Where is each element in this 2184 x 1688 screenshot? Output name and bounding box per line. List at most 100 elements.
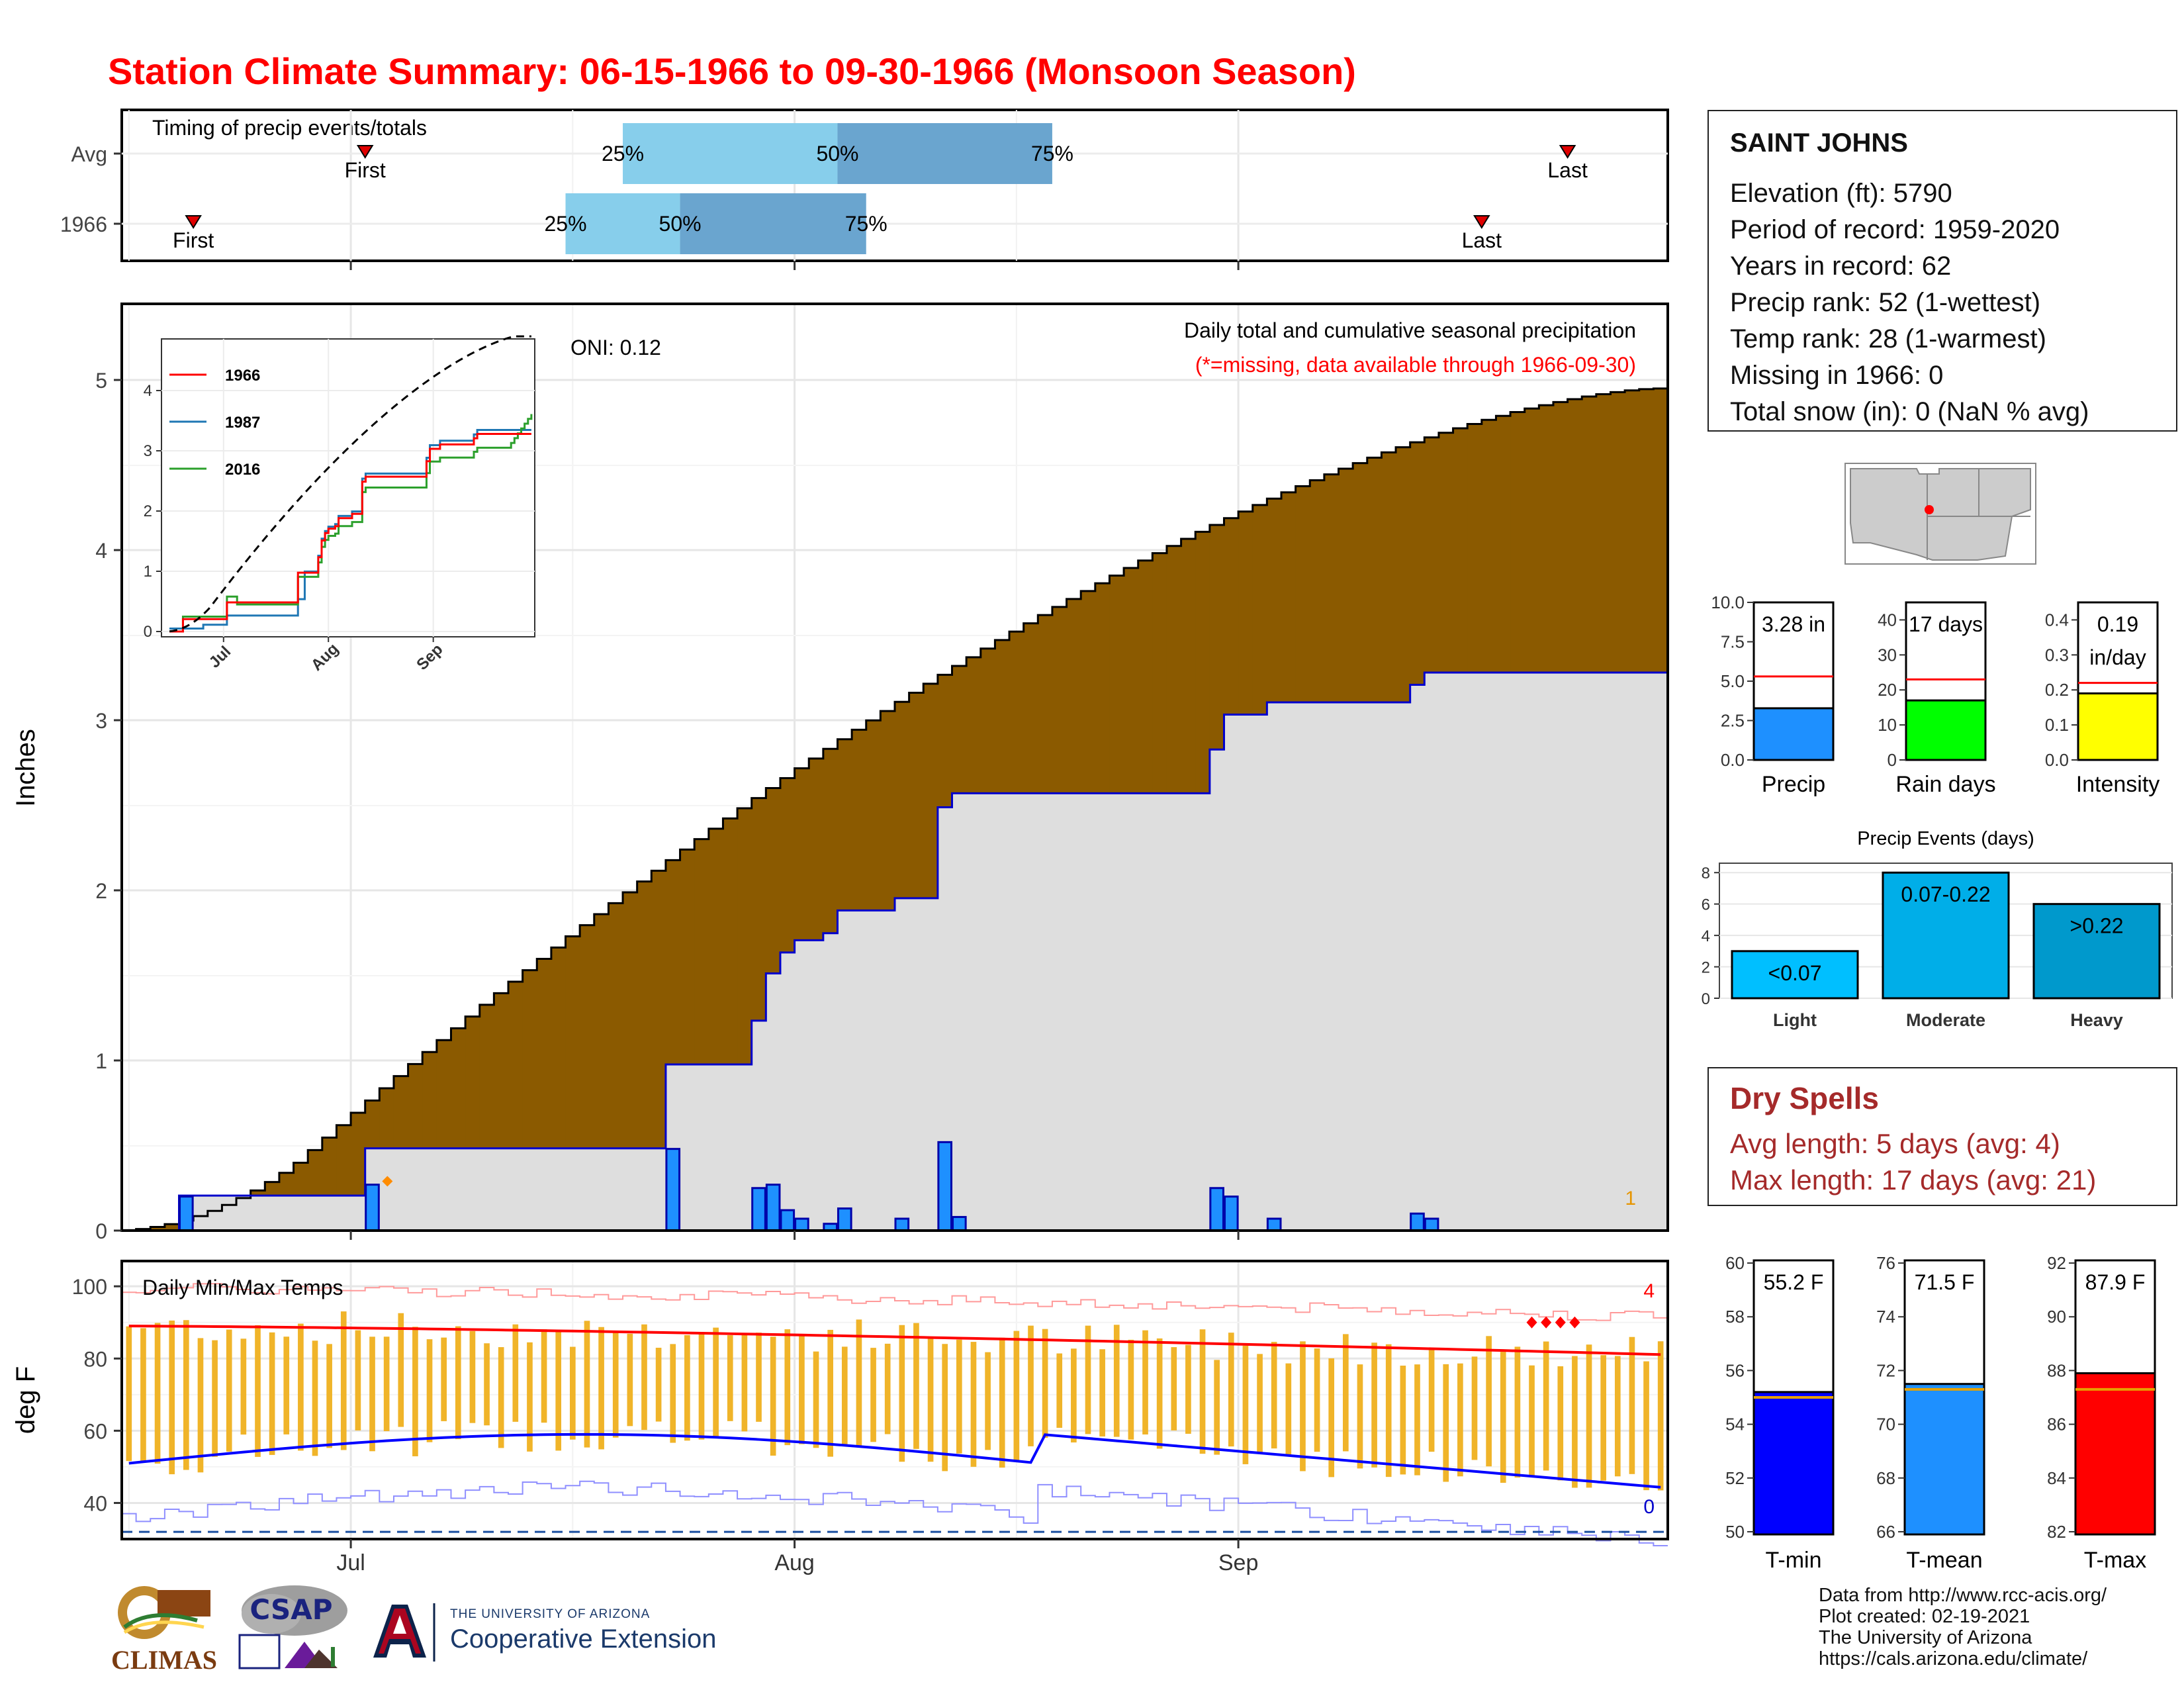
summary-y-tick-label: 0.3 <box>2045 645 2069 665</box>
deficit-fill <box>265 1182 280 1196</box>
deficit-fill <box>594 914 610 1149</box>
deficit-fill <box>436 1040 452 1149</box>
daily-temp-bar <box>426 1339 433 1442</box>
daily-temp-bar <box>455 1326 461 1440</box>
deficit-fill <box>150 1227 165 1231</box>
daily-temp-bar <box>398 1313 404 1427</box>
month-label-sep: Sep <box>1218 1550 1259 1575</box>
station-info-box: SAINT JOHNS Elevation (ft): 5790 Period … <box>1707 110 2177 432</box>
tempbar-t-min <box>1752 1391 1835 1536</box>
deficit-fill <box>1195 532 1210 794</box>
daily-temp-bar <box>1314 1348 1320 1452</box>
credit-university: The University of Arizona <box>1819 1627 2032 1648</box>
events-y-tick-label: 6 <box>1702 896 1710 914</box>
tempbar-value-label: 71.5 F <box>1915 1270 1975 1294</box>
deficit-fill <box>1081 590 1096 794</box>
inset-frame <box>161 338 535 637</box>
precip-panel: 0 1 2 3 4 5 Daily total and cumulative season… <box>11 303 1669 1243</box>
timing-q50-q75-box <box>837 123 1052 184</box>
deficit-fill <box>909 692 924 898</box>
deficit-fill <box>637 881 652 1149</box>
deficit-fill <box>980 648 996 794</box>
record-high-marker <box>1526 1316 1537 1329</box>
daily-temp-bar <box>799 1335 805 1444</box>
daily-precip-bar <box>1266 1217 1282 1232</box>
daily-temp-bar <box>784 1329 791 1446</box>
timing-row-label: Avg <box>71 142 107 166</box>
daily-temp-bar <box>1529 1365 1535 1477</box>
daily-precip-bar <box>780 1209 796 1232</box>
daily-temp-bar <box>1013 1331 1020 1462</box>
daily-temp-bar <box>326 1344 332 1448</box>
deficit-fill <box>708 828 724 1064</box>
deficit-fill <box>1052 606 1068 794</box>
summary-y-tick-label: 0.0 <box>1721 750 1745 770</box>
record-high-marker <box>1569 1316 1580 1329</box>
events-y-tick-label: 0 <box>1702 990 1710 1008</box>
deficit-fill <box>1510 412 1525 673</box>
deficit-fill <box>479 1004 494 1149</box>
daily-temp-bar <box>584 1321 590 1448</box>
daily-temp-bar <box>512 1324 519 1422</box>
events-bar-label: 0.07-0.22 <box>1901 882 1990 906</box>
deficit-fill <box>1310 480 1325 702</box>
precip-y-axis-label: Inches <box>11 729 40 807</box>
deficit-fill <box>1524 408 1539 673</box>
deficit-fill <box>766 788 781 974</box>
summary-value-label: 17 days <box>1909 612 1983 636</box>
deficit-fill <box>164 1224 180 1231</box>
temperature-panel: 40 60 80 100 Daily Min/Max Temps 4 0 deg F <box>11 1260 1669 1546</box>
daily-temp-bar <box>1543 1341 1549 1471</box>
precip-y-tick-label: 2 <box>95 879 107 903</box>
timing-q25-q50-box <box>623 123 838 184</box>
summary-y-tick-label: 30 <box>1878 645 1897 665</box>
dry-spells-max: Max length: 17 days (avg: 21) <box>1730 1164 2097 1196</box>
tempbar-y-tick-label: 72 <box>1876 1360 1895 1380</box>
station-precip-rank: Precip rank: 52 (1-wettest) <box>1730 288 2041 317</box>
daily-temp-bar <box>570 1346 576 1440</box>
daily-temp-bar <box>441 1337 447 1421</box>
credit-url: https://cals.arizona.edu/climate/ <box>1819 1648 2088 1669</box>
daily-temp-bar <box>1629 1336 1635 1474</box>
inset-y-tick-label: 0 <box>144 623 152 641</box>
daily-temp-bar <box>1128 1339 1134 1440</box>
tempbar-name-label: T-min <box>1766 1548 1822 1573</box>
deficit-fill <box>1625 390 1640 673</box>
daily-temp-bar <box>1257 1354 1263 1452</box>
deficit-fill <box>1453 428 1468 673</box>
month-label-aug: Aug <box>774 1550 815 1575</box>
daily-temp-bar <box>1457 1363 1463 1477</box>
deficit-fill <box>866 720 881 911</box>
events-bar-moderate <box>1882 871 2010 1000</box>
missing-marker <box>382 1176 393 1187</box>
deficit-fill <box>1353 463 1368 702</box>
daily-temp-bar <box>269 1332 275 1455</box>
deficit-fill <box>1295 486 1310 702</box>
temp-y-tick-label: 40 <box>83 1491 107 1515</box>
daily-temp-bar <box>884 1343 891 1434</box>
deficit-fill <box>1367 457 1383 702</box>
tempbar-value-label: 55.2 F <box>1764 1270 1824 1294</box>
daily-temp-bar <box>1586 1344 1592 1488</box>
daily-temp-bar <box>970 1342 977 1467</box>
precip-y-tick-label: 4 <box>95 539 107 563</box>
timing-last-label: Last <box>1547 158 1588 182</box>
deficit-fill <box>1381 452 1396 702</box>
credit-source: Data from http://www.rcc-acis.org/ <box>1819 1585 2107 1606</box>
daily-temp-bar <box>1371 1342 1377 1468</box>
daily-temp-bar <box>255 1325 261 1457</box>
deficit-fill <box>1066 598 1081 794</box>
timing-first-label: First <box>173 228 214 252</box>
daily-temp-bar <box>555 1331 562 1451</box>
precip-y-tick-label: 0 <box>95 1219 107 1243</box>
deficit-fill <box>923 683 938 898</box>
daily-precip-bar <box>1223 1196 1239 1232</box>
daily-precip-bar <box>894 1217 910 1232</box>
inset-legend-label-1987: 1987 <box>225 414 260 432</box>
tempbar-y-tick-label: 92 <box>2047 1253 2066 1273</box>
record-high-line <box>122 1283 1668 1321</box>
timing-q25-label: 25% <box>544 212 586 236</box>
tempbar-value-label: 87.9 F <box>2085 1270 2146 1294</box>
timing-last-marker <box>1473 215 1490 229</box>
inset-y-tick-label: 2 <box>144 502 152 520</box>
